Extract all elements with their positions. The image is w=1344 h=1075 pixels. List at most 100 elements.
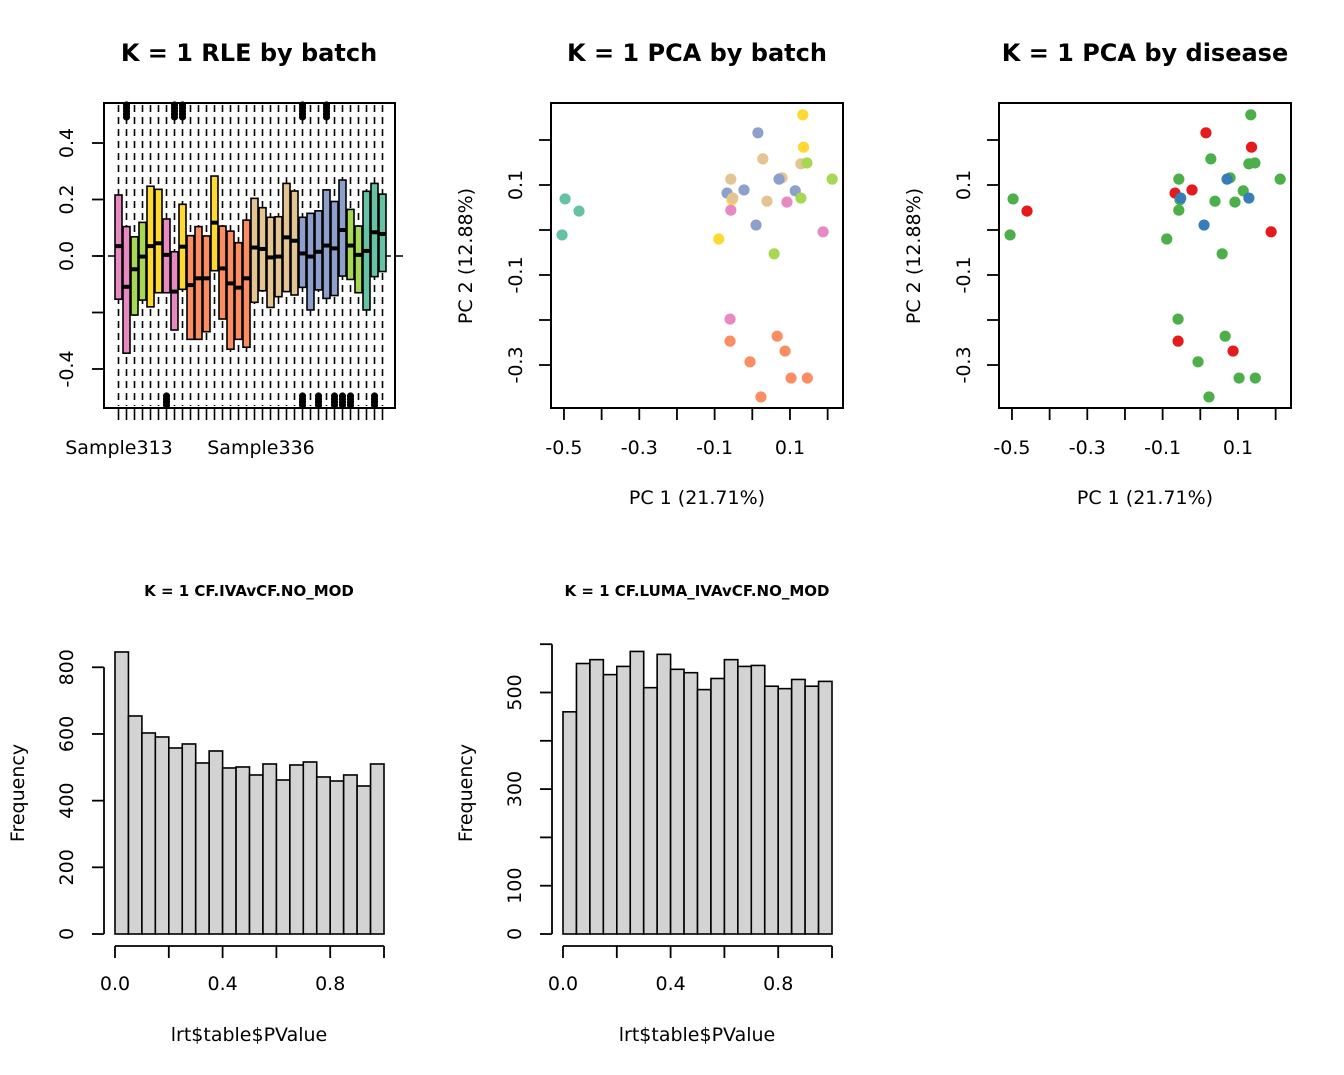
rle-boxplot-panel: K = 1 RLE by batch -0.4 0.0 0.2 0.4 Sample31… <box>56 39 403 459</box>
point-green <box>801 157 813 169</box>
outlier-point <box>122 113 131 121</box>
point-teal <box>559 193 571 205</box>
x-tick-label: 0.1 <box>775 437 805 459</box>
point-blue <box>773 173 785 185</box>
histogram-bar-3 <box>589 658 605 935</box>
y-tick-label: -0.1 <box>953 256 975 293</box>
histogram-bar-18 <box>790 678 806 935</box>
point-blue <box>1198 219 1210 231</box>
outlier-point <box>338 392 347 400</box>
histogram-bar-9 <box>669 668 685 935</box>
box-14 <box>218 225 227 320</box>
point-tan <box>727 192 739 204</box>
rle-title: K = 1 RLE by batch <box>121 39 377 67</box>
y-tick-label: 0.1 <box>953 170 975 200</box>
outlier-point <box>162 392 171 400</box>
histogram-bar-11 <box>248 774 264 935</box>
point-pink <box>725 204 737 216</box>
box-15 <box>226 230 235 351</box>
plot-frame <box>998 102 1292 409</box>
x-tick-label: 0.4 <box>207 973 237 995</box>
box-6 <box>154 188 163 294</box>
outlier-point <box>298 113 307 121</box>
y-tick-label: 0 <box>504 928 526 940</box>
outlier-point <box>178 113 187 121</box>
histogram-luma-ylabel: Frequency <box>455 744 477 842</box>
y-tick-label: -0.1 <box>505 256 527 293</box>
histogram-bar-15 <box>750 664 766 935</box>
y-tick-label: 100 <box>504 868 526 904</box>
x-tick-label: -0.3 <box>1069 437 1106 459</box>
box-33 <box>370 182 379 278</box>
pca-batch-ylabel: PC 2 (12.88%) <box>455 188 477 324</box>
point-yellow <box>797 109 809 121</box>
histogram-bar-7 <box>194 762 210 935</box>
point-blue <box>1221 173 1233 185</box>
point-green <box>1173 204 1185 216</box>
point-green <box>1209 195 1221 207</box>
histogram-luma-plot-area: 0.0 0.4 0.8 0 100 300 500 <box>504 643 833 995</box>
point-pink <box>817 226 829 238</box>
outlier-point <box>314 392 323 400</box>
point-green <box>1249 157 1261 169</box>
histogram-luma-xlabel: lrt$table$PValue <box>619 1024 775 1046</box>
histogram-bar-10 <box>235 766 251 935</box>
outlier-point <box>370 392 379 400</box>
histogram-bar-8 <box>656 653 672 935</box>
histogram-bar-6 <box>629 650 645 935</box>
histogram-ivavcf-title: K = 1 CF.IVAvCF.NO_MOD <box>144 582 354 600</box>
point-blue <box>1243 192 1255 204</box>
histogram-bar-10 <box>683 671 699 935</box>
point-orange <box>755 391 767 403</box>
histogram-bar-15 <box>302 761 318 935</box>
histogram-bar-14 <box>289 764 305 935</box>
x-tick-label: -0.5 <box>545 437 582 459</box>
point-green <box>826 173 838 185</box>
x-tick-label: 0.8 <box>315 973 345 995</box>
point-green <box>1205 153 1217 165</box>
point-red <box>1227 345 1239 357</box>
histogram-bar-16 <box>315 776 331 935</box>
histogram-bar-19 <box>804 685 820 935</box>
histogram-ivavcf-ylabel: Frequency <box>7 744 29 842</box>
pca-batch-title: K = 1 PCA by batch <box>567 39 827 67</box>
y-tick-label: 500 <box>504 674 526 710</box>
histogram-bar-4 <box>154 736 170 935</box>
histogram-bar-18 <box>342 774 358 935</box>
point-blue <box>750 219 762 231</box>
histogram-ivavcf-panel: K = 1 CF.IVAvCF.NO_MOD lrt$table$PValue … <box>7 582 385 1046</box>
histogram-bar-17 <box>777 687 793 935</box>
box-11 <box>194 225 203 341</box>
pca-batch-plot-area: -0.5 -0.3 -0.1 0.1 -0.3 -0.1 0.1 <box>505 102 844 459</box>
point-orange <box>801 372 813 384</box>
point-green <box>1249 372 1261 384</box>
outlier-point <box>346 392 355 400</box>
x-tick-label: Sample313 <box>65 437 173 459</box>
histogram-bar-16 <box>763 685 779 935</box>
outlier-point <box>298 392 307 400</box>
histogram-bar-5 <box>168 747 184 935</box>
point-tan <box>725 173 737 185</box>
x-tick-label: -0.1 <box>696 437 733 459</box>
point-green <box>1192 356 1204 368</box>
histogram-bar-17 <box>329 780 345 935</box>
box-3 <box>130 235 139 316</box>
point-green <box>1229 196 1241 208</box>
histogram-bar-12 <box>710 677 726 935</box>
histogram-luma-title: K = 1 CF.LUMA_IVAvCF.NO_MOD <box>565 582 830 600</box>
point-teal <box>556 229 568 241</box>
pca-disease-plot-area: -0.5 -0.3 -0.1 0.1 -0.3 -0.1 0.1 <box>953 102 1292 459</box>
point-yellow <box>797 141 810 153</box>
x-tick-label: -0.3 <box>621 437 658 459</box>
point-green <box>1007 193 1019 205</box>
pca-disease-panel: K = 1 PCA by disease PC 1 (21.71%) PC 2 … <box>903 39 1292 509</box>
point-red <box>1245 141 1258 153</box>
histogram-bar-12 <box>262 763 278 935</box>
point-orange <box>744 356 756 368</box>
point-green <box>1004 229 1016 241</box>
y-tick-label: 0 <box>56 928 78 940</box>
point-red <box>1265 226 1277 238</box>
outlier-point <box>330 392 339 400</box>
point-teal <box>573 205 585 217</box>
